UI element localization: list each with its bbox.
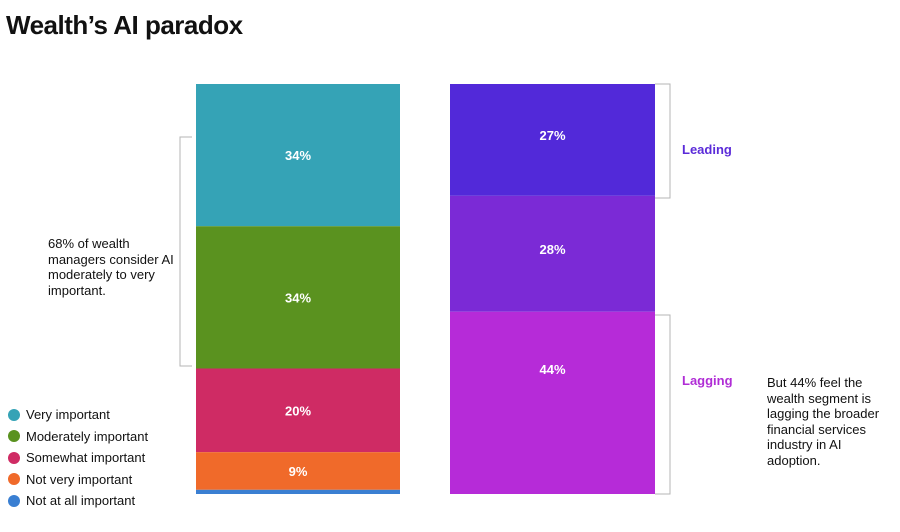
legend-item: Moderately important	[8, 426, 148, 448]
left-stacked-bar: 34% 34% 20% 9%	[196, 84, 400, 494]
legend-item: Not very important	[8, 469, 148, 491]
legend-dot-icon	[8, 494, 20, 507]
left-bar-segment-4	[196, 489, 400, 494]
legend-dot-icon	[8, 408, 20, 421]
right-annotation: But 44% feel the wealth segment is laggi…	[767, 375, 880, 468]
legend-label: Not at all important	[26, 493, 136, 509]
right-bar-segment-0	[450, 84, 655, 196]
left-bar-segment-3	[196, 452, 400, 490]
lagging-label: Lagging	[682, 373, 733, 388]
left-bar-value-label-1: 34%	[285, 290, 311, 305]
right-bar-segment-1	[450, 195, 655, 312]
legend-label: Moderately important	[26, 428, 149, 444]
left-bar-value-label-3: 9%	[289, 464, 308, 479]
legend-label: Not very important	[26, 471, 133, 487]
legend-label: Very important	[26, 407, 110, 423]
right-bar-value-label-0: 27%	[539, 128, 565, 143]
left-bracket	[179, 136, 192, 367]
right-stacked-bar: 27% 28% 44%	[450, 84, 655, 494]
chart-title: Wealth’s AI paradox	[6, 10, 243, 40]
lagging-bracket	[655, 314, 671, 495]
legend-item: Somewhat important	[8, 447, 148, 469]
left-bar-segment-1	[196, 226, 400, 369]
right-bar-value-label-2: 44%	[539, 362, 565, 377]
legend-item: Very important	[8, 404, 148, 426]
left-bar-segment-0	[196, 84, 400, 227]
legend-item: Not at all important	[8, 490, 148, 512]
legend-dot-icon	[8, 451, 20, 464]
right-bar-value-label-1: 28%	[539, 242, 565, 257]
left-bar-value-label-2: 20%	[285, 403, 311, 418]
leading-label: Leading	[682, 142, 732, 157]
right-bar-segment-2	[450, 311, 655, 494]
legend-dot-icon	[8, 430, 20, 443]
legend: Very important Moderately important Somewh…	[8, 404, 148, 512]
left-annotation: 68% of wealth managers consider AI moder…	[48, 236, 174, 298]
legend-label: Somewhat important	[26, 450, 146, 466]
legend-dot-icon	[8, 473, 20, 486]
left-bar-segment-2	[196, 368, 400, 453]
left-bar-value-label-0: 34%	[285, 148, 311, 163]
leading-bracket	[655, 83, 671, 199]
